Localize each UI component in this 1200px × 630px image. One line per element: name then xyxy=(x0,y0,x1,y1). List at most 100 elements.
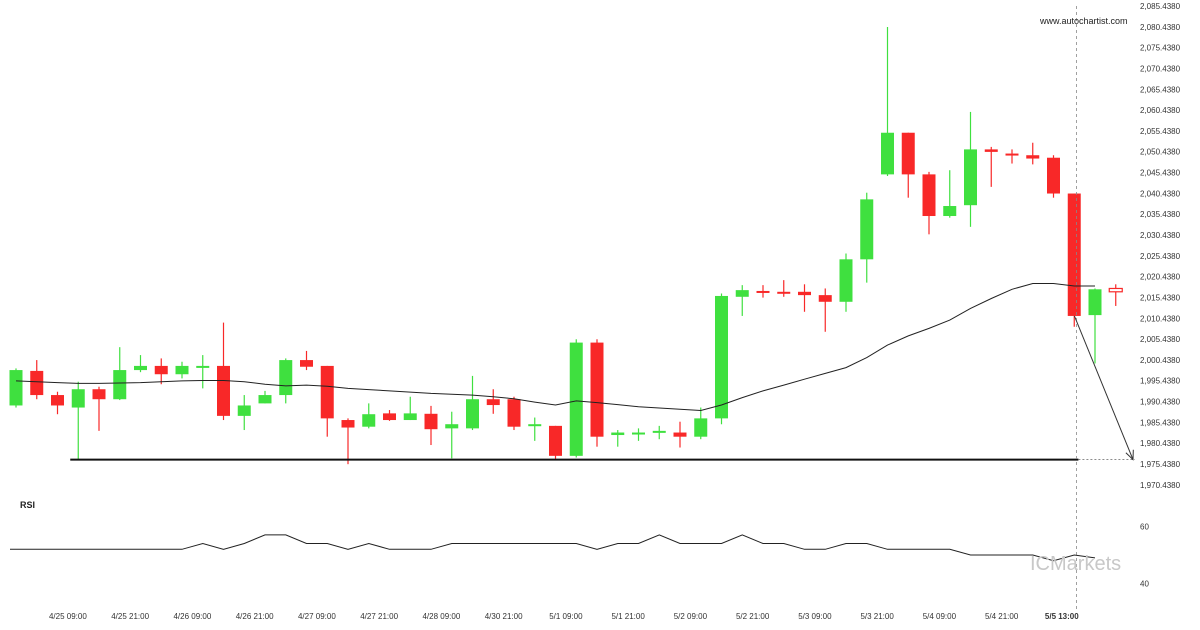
candle-body xyxy=(1026,155,1040,159)
candle xyxy=(300,350,313,371)
candle xyxy=(818,288,832,332)
candle-body xyxy=(362,414,376,427)
candle-body xyxy=(943,206,957,217)
candle xyxy=(549,425,562,460)
watermark-url: www.autochartist.com xyxy=(1039,16,1128,26)
candle xyxy=(964,111,977,227)
candle xyxy=(798,284,811,312)
price-tick-label: 2,045.4380 xyxy=(1140,169,1181,178)
price-tick-label: 2,040.4380 xyxy=(1140,189,1181,198)
candle-body xyxy=(652,430,666,433)
candle-body xyxy=(51,395,64,406)
price-tick-label: 2,055.4380 xyxy=(1140,127,1181,136)
candle-body xyxy=(507,399,521,427)
candle xyxy=(445,411,459,459)
price-tick-label: 1,990.4380 xyxy=(1140,398,1181,407)
candle-body xyxy=(984,149,998,152)
candle xyxy=(486,389,500,414)
candle-body xyxy=(320,365,334,419)
candle xyxy=(507,396,521,431)
candle-body xyxy=(30,370,44,396)
candle-body xyxy=(341,420,355,428)
candle-body xyxy=(279,360,293,396)
candle xyxy=(320,365,334,437)
price-tick-label: 2,005.4380 xyxy=(1140,335,1181,344)
candle xyxy=(1108,284,1123,306)
rsi-line xyxy=(10,534,1096,562)
candle xyxy=(1047,155,1060,198)
candle-body xyxy=(92,389,106,400)
candle xyxy=(715,293,728,425)
candle xyxy=(1026,142,1040,165)
candle xyxy=(71,381,85,461)
candle-body xyxy=(9,370,23,406)
candle-body xyxy=(735,290,749,297)
candles-layer xyxy=(9,26,1123,465)
candle-body xyxy=(237,405,251,416)
candle-body xyxy=(694,418,708,437)
time-tick-label: 5/4 09:00 xyxy=(923,612,957,621)
candle xyxy=(383,410,396,421)
candle-body xyxy=(1005,153,1019,156)
candle xyxy=(9,368,23,408)
price-tick-label: 2,020.4380 xyxy=(1140,273,1181,282)
price-tick-label: 1,970.4380 xyxy=(1140,481,1181,490)
candle-body xyxy=(611,432,625,436)
time-tick-label: 4/25 09:00 xyxy=(49,612,87,621)
candle xyxy=(1005,149,1019,164)
candle-body xyxy=(445,424,459,429)
time-tick-label: 4/26 21:00 xyxy=(236,612,274,621)
candle xyxy=(217,322,230,421)
candle xyxy=(611,430,625,447)
candle xyxy=(403,396,417,421)
candle xyxy=(528,417,542,441)
candle-body xyxy=(258,395,272,404)
candle-body xyxy=(528,424,542,427)
candle xyxy=(901,132,915,198)
price-tick-label: 2,075.4380 xyxy=(1140,44,1181,53)
candle xyxy=(113,347,127,401)
candle xyxy=(860,192,874,283)
candle-body xyxy=(798,291,811,296)
time-tick-label: 4/30 21:00 xyxy=(485,612,523,621)
candle xyxy=(735,285,749,316)
rsi-axis: 60 40 xyxy=(1140,522,1149,588)
candle xyxy=(569,339,583,458)
price-tick-label: 1,985.4380 xyxy=(1140,418,1181,427)
time-tick-label: 5/1 21:00 xyxy=(611,612,645,621)
candle-body xyxy=(549,425,562,456)
candle xyxy=(1088,288,1102,364)
moving-average-layer xyxy=(15,283,1095,412)
candle-body xyxy=(632,432,645,435)
candle-body xyxy=(1108,287,1123,293)
price-tick-label: 1,975.4380 xyxy=(1140,460,1181,469)
rsi-title: RSI xyxy=(20,500,35,510)
candle-body xyxy=(300,360,313,367)
brand-name: ICMarkets xyxy=(1030,553,1121,575)
time-tick-label: 4/27 09:00 xyxy=(298,612,336,621)
candle-body xyxy=(569,342,583,456)
price-tick-label: 2,070.4380 xyxy=(1140,64,1181,73)
candle xyxy=(154,358,168,385)
price-tick-label: 2,015.4380 xyxy=(1140,293,1181,302)
candle-body xyxy=(486,399,500,406)
candle xyxy=(237,395,251,431)
candle xyxy=(30,360,44,400)
candle-body xyxy=(134,365,147,371)
candle-body xyxy=(113,370,127,400)
candle-body xyxy=(818,295,832,302)
candle xyxy=(652,425,666,440)
candle-body xyxy=(71,389,85,408)
rsi-tick-label: 60 xyxy=(1140,522,1149,531)
candle xyxy=(673,421,687,448)
rsi-line-layer xyxy=(10,534,1096,562)
time-axis: 4/25 09:00 4/25 21:00 4/26 09:00 4/26 21:00… xyxy=(49,612,1079,621)
time-tick-label: 5/5 13:00 xyxy=(1045,612,1079,621)
candle xyxy=(694,407,708,440)
candle-body xyxy=(839,259,853,302)
candle xyxy=(196,355,210,389)
candle-body xyxy=(154,365,168,375)
price-tick-label: 2,085.4380 xyxy=(1140,2,1181,11)
candle xyxy=(341,418,355,465)
